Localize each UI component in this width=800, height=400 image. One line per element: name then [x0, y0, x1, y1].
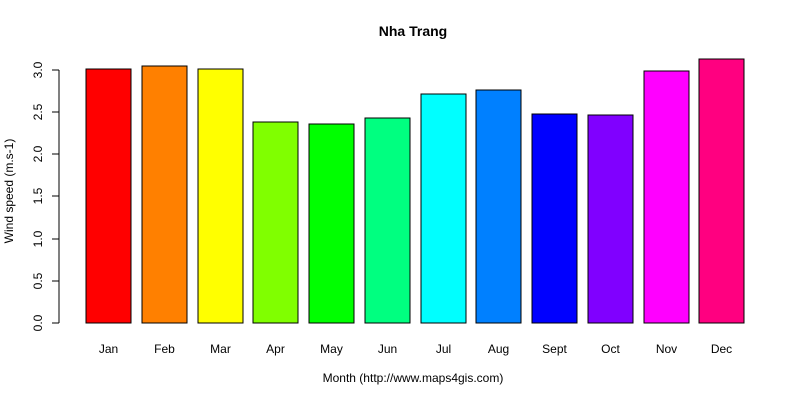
x-tick-label: Jun: [378, 342, 397, 356]
bar: [364, 117, 411, 324]
y-tick-label: 1.0: [31, 230, 45, 247]
bar: [85, 68, 132, 324]
chart-title: Nha Trang: [379, 23, 447, 39]
x-axis-labels: Jan Feb Mar Apr May Jun Jul Aug Sept Oct Nov Dec: [99, 342, 732, 356]
y-tick-label: 0.0: [31, 314, 45, 331]
x-tick-label: Jan: [99, 342, 118, 356]
x-tick-label: Feb: [154, 342, 175, 356]
bar: [141, 65, 188, 324]
bar: [698, 58, 745, 324]
y-tick-label: 2.0: [31, 145, 45, 162]
x-tick-label: Nov: [656, 342, 677, 356]
x-axis-label: Month (http://www.maps4gis.com): [323, 371, 504, 385]
bar: [475, 89, 522, 324]
x-tick-label: May: [320, 342, 343, 356]
bar: [420, 93, 467, 324]
bar: [643, 70, 690, 324]
y-axis-label: Wind speed (m.s-1): [2, 139, 16, 244]
bar: [252, 121, 299, 324]
bar: [197, 68, 244, 324]
y-tick-label: 1.5: [31, 187, 45, 204]
y-tick-label: 2.5: [31, 103, 45, 120]
x-tick-label: Apr: [266, 342, 285, 356]
y-tick-label: 3.0: [31, 61, 45, 78]
bar: [308, 123, 355, 324]
y-tick-label: 0.5: [31, 272, 45, 289]
x-tick-label: Mar: [210, 342, 231, 356]
x-tick-label: Jul: [436, 342, 451, 356]
x-tick-label: Oct: [601, 342, 620, 356]
bars-group: [85, 58, 745, 324]
x-tick-label: Dec: [711, 342, 732, 356]
x-tick-label: Aug: [488, 342, 509, 356]
bar: [587, 114, 634, 324]
x-tick-label: Sept: [542, 342, 567, 356]
y-axis-ticks: 0.0 0.5 1.0 1.5 2.0 2.5 3.0: [31, 61, 59, 331]
bar: [531, 113, 578, 324]
